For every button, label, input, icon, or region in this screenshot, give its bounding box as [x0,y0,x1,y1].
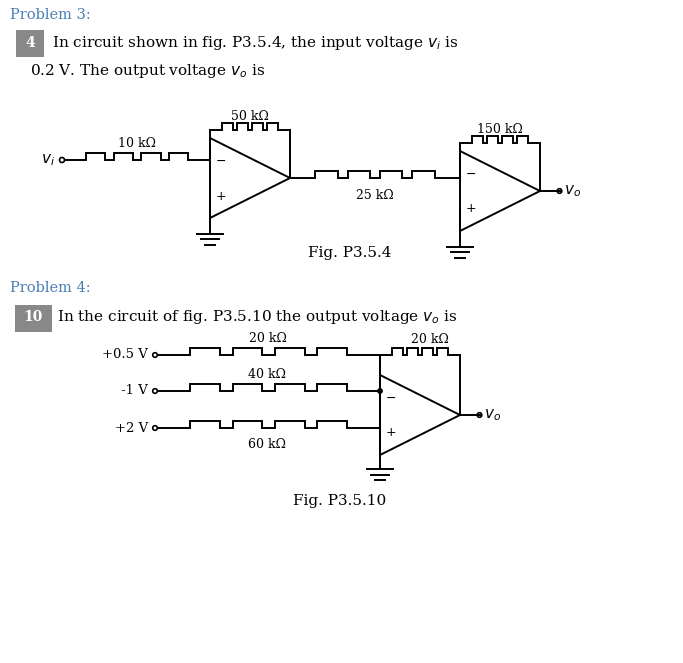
Text: $+$: $+$ [385,426,396,440]
Text: $v_o$: $v_o$ [484,407,501,423]
Text: Problem 4:: Problem 4: [10,281,91,295]
Text: $v_i$: $v_i$ [41,152,55,168]
Text: $+$: $+$ [465,202,476,215]
Text: 20 kΩ: 20 kΩ [411,333,449,346]
Circle shape [378,389,382,393]
Text: 60 kΩ: 60 kΩ [249,438,286,451]
Text: -1 V: -1 V [121,385,148,398]
Text: 20 kΩ: 20 kΩ [249,332,286,345]
Text: $+$: $+$ [215,190,226,202]
Text: +0.5 V: +0.5 V [102,349,148,361]
Bar [16,30,44,58]
Bar [14,304,51,332]
Text: $-$: $-$ [465,166,476,180]
Text: 10: 10 [23,310,42,324]
Text: 4: 4 [25,36,35,50]
Text: In circuit shown in fig. P3.5.4, the input voltage $v_i$ is: In circuit shown in fig. P3.5.4, the inp… [52,34,458,52]
Text: $v_o$: $v_o$ [564,183,581,199]
Text: $-$: $-$ [215,154,226,166]
Text: 50 kΩ: 50 kΩ [231,110,269,123]
Text: Problem 3:: Problem 3: [10,8,91,22]
Text: 0.2 V. The output voltage $v_o$ is: 0.2 V. The output voltage $v_o$ is [30,62,265,80]
Text: Fig. P3.5.4: Fig. P3.5.4 [308,246,392,260]
Text: Fig. P3.5.10: Fig. P3.5.10 [294,494,387,508]
Text: In the circuit of fig. P3.5.10 the output voltage $v_o$ is: In the circuit of fig. P3.5.10 the outpu… [57,308,458,326]
Text: +2 V: +2 V [115,422,148,434]
Text: $-$: $-$ [385,391,396,404]
Text: 25 kΩ: 25 kΩ [356,189,394,202]
Text: 40 kΩ: 40 kΩ [249,368,286,381]
Text: 10 kΩ: 10 kΩ [118,137,156,150]
Text: 150 kΩ: 150 kΩ [477,123,523,136]
